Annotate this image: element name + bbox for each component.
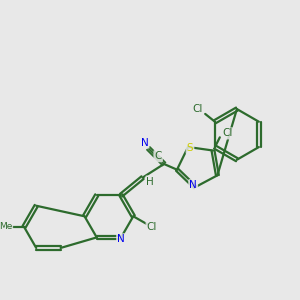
Text: Me: Me [0,222,12,231]
Text: Cl: Cl [192,104,203,114]
Text: H: H [146,176,154,187]
Text: N: N [117,234,125,244]
Text: N: N [189,180,197,190]
Text: C: C [154,151,162,161]
Text: S: S [187,143,193,153]
Text: Cl: Cl [222,128,233,138]
Text: N: N [141,137,148,148]
Text: Cl: Cl [147,222,157,232]
